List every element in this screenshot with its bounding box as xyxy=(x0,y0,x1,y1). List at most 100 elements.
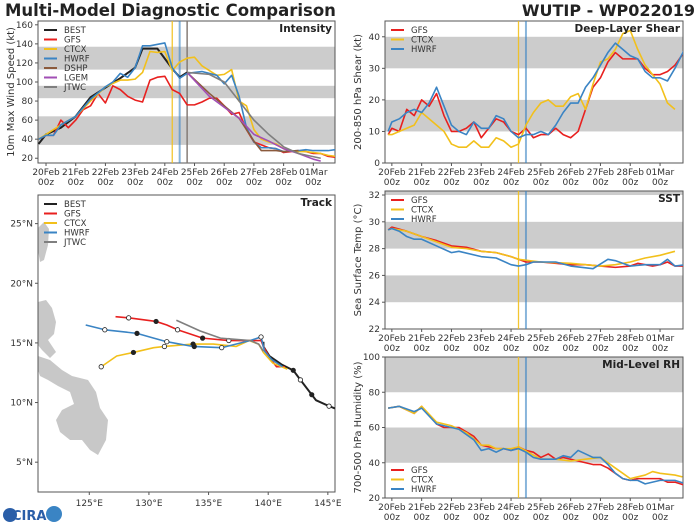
y-tick-label: 22 xyxy=(369,325,380,335)
x-tick-hour: 00z xyxy=(503,513,519,523)
series-line-gfs xyxy=(115,315,285,368)
panel-title: Deep-Layer Shear xyxy=(574,23,680,35)
x-tick-hour: 00z xyxy=(414,344,430,354)
x-tick-date: 28Feb xyxy=(270,168,298,178)
x-tick-hour: 00z xyxy=(533,513,549,523)
series-line-ctcx xyxy=(388,29,676,149)
x-tick-date: 22Feb xyxy=(438,503,466,513)
shaded-band xyxy=(385,221,683,249)
track-marker-best xyxy=(309,392,315,398)
series-group xyxy=(387,29,683,149)
x-tick-label: 140°E xyxy=(255,499,283,509)
x-tick-hour: 00z xyxy=(592,344,608,354)
x-tick-hour: 00z xyxy=(443,344,459,354)
y-tick-label: 10 xyxy=(369,127,381,137)
x-tick-hour: 00z xyxy=(186,178,202,188)
x-tick-hour: 00z xyxy=(443,178,459,188)
x-tick-hour: 00z xyxy=(473,513,489,523)
x-tick-date: 24Feb xyxy=(151,168,179,178)
legend-label-lgem: LGEM xyxy=(64,74,88,84)
series-line-gfs xyxy=(387,51,683,139)
track-marker-hwrf xyxy=(258,334,264,340)
x-tick-hour: 00z xyxy=(652,178,668,188)
series-line-hwrf xyxy=(388,405,683,485)
y-axis-label: 200-850 hPa Shear (kt) xyxy=(353,34,364,150)
rh-panel: 2040608010020Feb00z21Feb00z22Feb00z23Feb… xyxy=(353,353,684,523)
x-tick-date: 01Mar xyxy=(646,334,675,344)
legend-label-ctcx: CTCX xyxy=(411,476,434,486)
series-line-dshp xyxy=(186,71,299,153)
y-tick-label: 80 xyxy=(369,388,381,398)
y-tick-label: 15°N xyxy=(10,339,33,349)
x-tick-hour: 00z xyxy=(473,178,489,188)
x-tick-hour: 00z xyxy=(384,178,400,188)
x-tick-date: 27Feb xyxy=(587,503,615,513)
series-line-lgem xyxy=(186,71,321,162)
legend-label-dshp: DSHP xyxy=(64,64,87,74)
panel-title: Mid-Level RH xyxy=(602,359,680,371)
cira-logo: CIRA xyxy=(3,506,62,524)
legend-label-gfs: GFS xyxy=(411,26,428,36)
legend-label-jtwc: JTWC xyxy=(63,238,86,248)
legend-label-gfs: GFS xyxy=(411,466,428,476)
x-tick-date: 20Feb xyxy=(378,503,406,513)
legend-label-gfs: GFS xyxy=(411,196,428,206)
x-tick-hour: 00z xyxy=(622,344,638,354)
x-tick-date: 27Feb xyxy=(587,168,615,178)
legend-label-hwrf: HWRF xyxy=(64,229,90,239)
y-tick-label: 20°N xyxy=(10,279,33,289)
legend-label-ctcx: CTCX xyxy=(411,206,434,216)
y-tick-label: 40 xyxy=(369,459,381,469)
y-tick-label: 80 xyxy=(22,97,34,107)
track-marker-best xyxy=(326,403,332,409)
track-marker-gfs xyxy=(126,315,132,321)
plot-frame xyxy=(384,20,684,164)
y-tick-label: 10°N xyxy=(10,399,33,409)
x-tick-hour: 00z xyxy=(503,344,519,354)
y-tick-label: 20 xyxy=(22,154,34,164)
track-marker-hwrf xyxy=(219,345,225,351)
y-axis-label: 700-500 hPa Humidity (%) xyxy=(353,361,364,493)
x-tick-hour: 00z xyxy=(216,178,232,188)
shaded-band xyxy=(385,275,683,303)
series-line-jtwc xyxy=(176,319,265,352)
x-tick-hour: 00z xyxy=(592,513,608,523)
x-tick-hour: 00z xyxy=(473,344,489,354)
x-tick-date: 20Feb xyxy=(378,334,406,344)
x-tick-label: 130°E xyxy=(135,499,163,509)
x-tick-hour: 00z xyxy=(533,178,549,188)
x-tick-hour: 00z xyxy=(414,513,430,523)
figure-title: Multi-Model Diagnostic Comparison xyxy=(5,1,336,20)
x-tick-hour: 00z xyxy=(563,344,579,354)
x-tick-hour: 00z xyxy=(652,344,668,354)
y-tick-label: 160 xyxy=(16,21,33,31)
y-tick-label: 120 xyxy=(16,59,33,69)
legend-label-gfs: GFS xyxy=(64,210,81,220)
x-tick-hour: 00z xyxy=(622,513,638,523)
shaded-band xyxy=(385,99,683,132)
y-tick-label: 24 xyxy=(369,298,381,308)
track-marker-ctcx xyxy=(161,343,168,350)
x-tick-date: 24Feb xyxy=(497,334,525,344)
y-tick-label: 100 xyxy=(16,78,33,88)
panel-title: SST xyxy=(658,193,681,205)
y-tick-label: 0 xyxy=(374,159,380,169)
x-tick-date: 22Feb xyxy=(438,168,466,178)
luzon-landmass xyxy=(38,300,56,358)
x-tick-hour: 00z xyxy=(68,178,84,188)
x-tick-label: 125°E xyxy=(76,499,104,509)
panel-title: Intensity xyxy=(279,23,332,35)
x-tick-date: 28Feb xyxy=(617,503,645,513)
x-tick-date: 28Feb xyxy=(617,334,645,344)
x-tick-hour: 00z xyxy=(592,178,608,188)
series-line-hwrf xyxy=(387,42,683,139)
x-tick-date: 26Feb xyxy=(557,168,585,178)
storm-id-title: WUTIP - WP022019 xyxy=(522,1,695,20)
x-tick-hour: 00z xyxy=(157,178,173,188)
x-tick-date: 01Mar xyxy=(646,168,675,178)
y-tick-label: 100 xyxy=(363,353,380,363)
sst-panel: 22242628303220Feb00z21Feb00z22Feb00z23Fe… xyxy=(353,190,684,354)
series-group xyxy=(388,405,683,486)
x-tick-hour: 00z xyxy=(305,178,321,188)
x-tick-date: 01Mar xyxy=(299,168,328,178)
